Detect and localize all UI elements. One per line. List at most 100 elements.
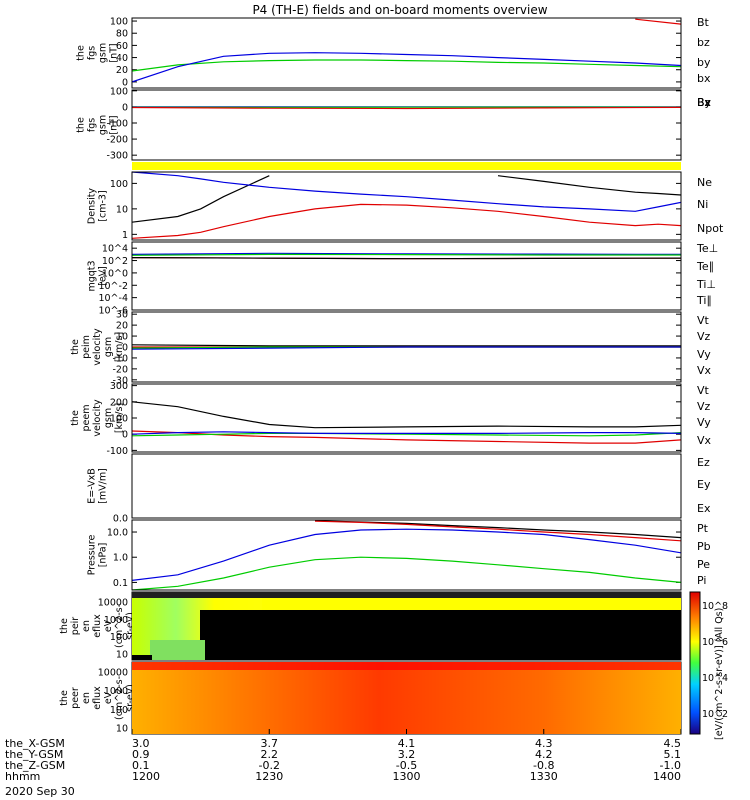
ytick-label: -200 (106, 135, 128, 146)
ytick-label: 10^-4 (98, 293, 128, 304)
ylabel-line: fgs (87, 46, 98, 60)
ytick-label: 100 (110, 86, 128, 97)
xtick-label: 4.5 (664, 737, 682, 750)
ytick-label: 10000 (98, 598, 128, 609)
legend-Vz: Vz (697, 330, 711, 343)
legend-bx: bx (697, 72, 711, 85)
legend-Vx: Vx (697, 364, 712, 377)
ytick-label: 100 (110, 17, 128, 28)
legend-Bt: Bt (697, 16, 710, 29)
ylabel-line: [km/s] (114, 332, 125, 362)
xtick-label: 3.2 (398, 748, 416, 761)
ytick-label: 10 (116, 724, 128, 735)
ytick-label: 0 (122, 430, 128, 441)
legend-Ti⊥: Ti⊥ (696, 278, 716, 291)
series-Vx-line (132, 346, 681, 350)
ylabel-line: gsm (98, 115, 109, 135)
ytick-label: 10.0 (107, 528, 128, 539)
ylabel-line: [km/s] (114, 403, 125, 433)
legend-Te∥: Te∥ (696, 260, 714, 273)
ytick-label: 10^0 (102, 268, 128, 279)
ylabel-line: mgqt3 (87, 260, 98, 291)
colorbar: 10^8 10^6 10^4 10^2 [eV/(cm^2-s-sr-eV)] (Al… (689, 591, 728, 740)
legend-Bx: Bx (697, 96, 712, 109)
ytick-label: 0 (122, 102, 128, 113)
ytick-label: 1000 (104, 615, 128, 626)
ion-spectrogram (132, 592, 681, 660)
xaxis-row-label: the_X-GSM (5, 737, 65, 750)
ylabel-line: [mV/m] (98, 468, 109, 504)
ytick-label: 10 (116, 332, 128, 343)
legend-Pt: Pt (697, 522, 709, 535)
ylabel-line: peir (70, 617, 81, 636)
series-Vt-line (132, 401, 681, 429)
legend-Ti∥: Ti∥ (696, 294, 712, 307)
ytick-label: 1000 (104, 686, 128, 697)
series-Vx-line (132, 431, 681, 435)
colorbar-title: [eV/(cm^2-s-sr-eV)] (All Qs) (714, 608, 725, 740)
ylabel: the fgs gsm [nT] (76, 43, 120, 63)
ytick-label: 30 (116, 310, 128, 321)
xtick-label: -0.2 (259, 759, 280, 772)
xtick-label: 3.0 (132, 737, 150, 750)
legend-Bz: Bz (697, 96, 711, 109)
ytick-label: 0 (122, 77, 128, 88)
series-by-line (132, 59, 681, 72)
legend-Vy: Vy (697, 416, 711, 429)
ytick-label: 20 (116, 65, 128, 76)
ylabel-line: the (70, 410, 81, 426)
ylabel-line: gsm (103, 337, 114, 357)
ylabel-line: velocity (92, 399, 103, 437)
ylabel-line: the (59, 618, 70, 634)
ion-spectrogram-mid-band (262, 598, 681, 610)
ion-spectrogram-black-corner (132, 655, 152, 660)
series-Ni-line (132, 175, 681, 223)
ylabel-line: sr-eV) (125, 684, 136, 712)
legend-Vx: Vx (697, 434, 712, 447)
series-Ti⊥-line (132, 252, 681, 255)
ytick-label: 1.0 (113, 553, 128, 564)
series-Te∥-line (132, 257, 681, 260)
ylabel: mgqt3 [eV] (87, 260, 109, 291)
xtick-label: 0.1 (132, 759, 150, 772)
legend-Npot: Npot (697, 222, 724, 235)
legend-Ne: Ne (697, 176, 712, 189)
xtick-label: 1330 (530, 770, 558, 783)
ylabel-line: (cm^2-s- (114, 604, 125, 648)
ylabel-line: gsm (98, 43, 109, 63)
ytick-label: 100 (110, 705, 128, 716)
xtick-label: -0.5 (396, 759, 417, 772)
xtick-label: 1300 (393, 770, 421, 783)
ylabel-line: [nPa] (98, 543, 109, 568)
xtick-label: 1400 (653, 770, 681, 783)
ylabel-line: eV (103, 619, 114, 632)
ylabel-line: peim (81, 335, 92, 359)
ylabel: the fgs gsm [nT] (76, 115, 120, 135)
ytick-label: 10 (116, 204, 128, 215)
ylabel-line: the (59, 690, 70, 706)
ytick-label: 80 (116, 29, 128, 40)
electron-spectrogram-background (132, 662, 681, 734)
ytick-label: 0 (122, 343, 128, 354)
xtick-label: 3.7 (261, 737, 279, 750)
panel-frame (131, 171, 682, 241)
ytick-label: 10 (116, 650, 128, 661)
ytick-label: 40 (116, 53, 128, 64)
date-label: 2020 Sep 30 (5, 785, 75, 798)
ylabel-line: [nT] (109, 115, 120, 134)
ytick-label: 10^-6 (98, 306, 128, 317)
series-Vz-line (132, 430, 681, 444)
xtick-label: -0.8 (533, 759, 554, 772)
ion-spectrogram-low-flux (200, 610, 681, 660)
series-Pe-line (132, 556, 681, 591)
panel-8: 10.0 1.0 0.1 Pressure [nPa] Pt Pb Pe Pi (87, 519, 711, 591)
ytick-label: 0.0 (113, 514, 128, 525)
ylabel-line: en (81, 692, 92, 704)
ytick-label: 10000 (98, 668, 128, 679)
ylabel-line: (cm^2-s- (114, 676, 125, 720)
electron-spectrogram-top-band (132, 662, 681, 670)
series-Pi-line (132, 528, 681, 581)
ylabel: E=-VxB [mV/m] (87, 468, 109, 504)
